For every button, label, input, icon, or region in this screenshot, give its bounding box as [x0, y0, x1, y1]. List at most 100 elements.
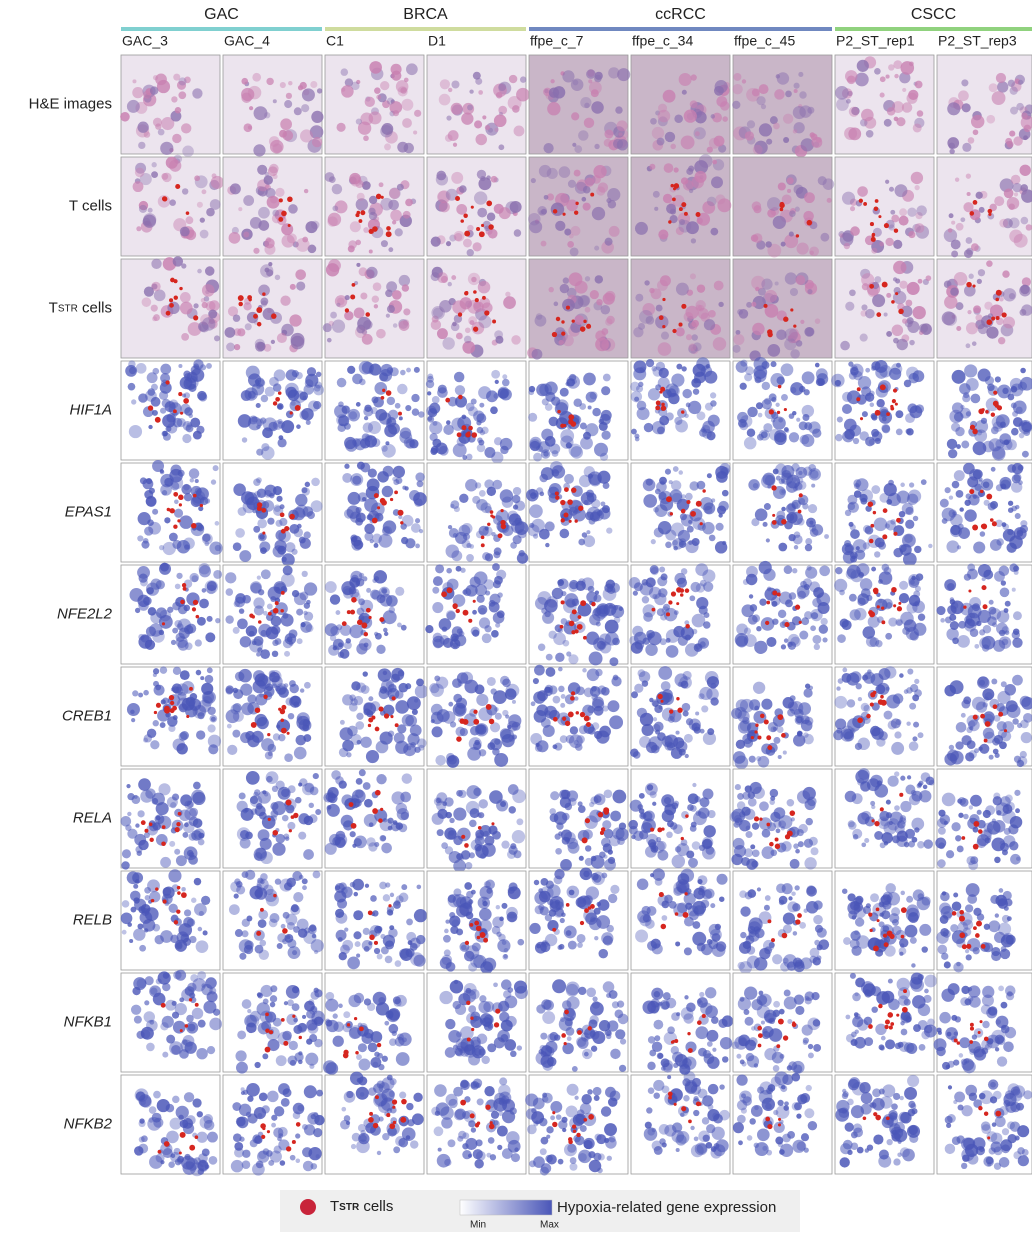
- tstr-spot: [355, 213, 359, 217]
- tissue-spot: [172, 134, 181, 143]
- tissue-spot: [299, 537, 306, 544]
- tissue-spot: [473, 72, 481, 80]
- tissue-spot: [950, 287, 958, 295]
- tissue-spot: [784, 565, 793, 574]
- tissue-spot: [746, 302, 752, 308]
- tissue-spot: [1004, 684, 1016, 696]
- tissue-spot: [989, 608, 1001, 620]
- tstr-spot: [966, 282, 971, 287]
- tstr-spot: [870, 524, 874, 528]
- tstr-spot: [273, 608, 279, 614]
- tissue-spot: [604, 789, 613, 798]
- tissue-spot: [880, 76, 886, 82]
- tissue-spot: [1002, 849, 1008, 855]
- tissue-spot: [642, 596, 649, 603]
- tissue-spot: [560, 429, 574, 443]
- tissue-spot: [921, 772, 931, 782]
- tissue-spot: [976, 702, 987, 713]
- tissue-spot: [381, 588, 387, 594]
- tstr-spot: [458, 395, 463, 400]
- tissue-spot: [701, 365, 713, 377]
- panel: [121, 460, 223, 562]
- tissue-spot: [665, 542, 672, 549]
- tissue-spot: [781, 394, 788, 401]
- tissue-spot: [360, 292, 367, 299]
- tstr-spot: [991, 412, 995, 416]
- tissue-spot: [888, 64, 894, 70]
- tissue-spot: [578, 805, 586, 813]
- tissue-spot: [495, 713, 502, 720]
- tissue-spot: [362, 497, 366, 501]
- tstr-spot: [169, 298, 173, 302]
- tstr-spot: [148, 405, 153, 410]
- tissue-spot: [562, 837, 570, 845]
- tissue-spot: [892, 325, 904, 337]
- tissue-spot: [411, 394, 419, 402]
- tissue-spot: [651, 567, 659, 575]
- tstr-spot: [498, 533, 503, 538]
- tissue-spot: [999, 297, 1004, 302]
- tissue-spot: [366, 588, 371, 593]
- tissue-spot: [426, 406, 437, 417]
- tissue-spot: [745, 131, 754, 140]
- tissue-spot: [913, 722, 919, 728]
- tstr-spot: [196, 615, 200, 619]
- tstr-spot: [361, 622, 367, 628]
- tstr-spot: [575, 519, 578, 522]
- tissue-spot: [451, 550, 462, 561]
- tstr-spot: [467, 431, 470, 434]
- tissue-spot: [121, 912, 133, 924]
- tissue-spot: [601, 431, 610, 440]
- tissue-spot: [976, 192, 983, 199]
- tissue-spot: [339, 780, 347, 788]
- tstr-spot: [898, 602, 901, 605]
- tissue-spot: [952, 481, 960, 489]
- tissue-spot: [203, 930, 208, 935]
- tissue-spot: [187, 918, 195, 926]
- tissue-spot: [235, 672, 245, 682]
- panel: [937, 55, 1032, 154]
- tstr-spot: [873, 691, 877, 695]
- tissue-spot: [553, 696, 561, 704]
- tissue-spot: [783, 137, 789, 143]
- tissue-spot: [338, 651, 344, 657]
- tissue-spot: [651, 288, 662, 299]
- tstr-spot: [571, 421, 577, 427]
- tissue-spot: [254, 789, 260, 795]
- tstr-spot: [882, 282, 888, 288]
- tissue-spot: [580, 423, 587, 430]
- tissue-spot: [386, 422, 391, 427]
- tissue-spot: [769, 799, 775, 805]
- tissue-spot: [894, 771, 899, 776]
- tissue-spot: [145, 640, 155, 650]
- tissue-spot: [918, 614, 925, 621]
- tissue-spot: [562, 335, 573, 346]
- tstr-spot: [352, 283, 356, 287]
- tissue-spot: [609, 835, 620, 846]
- tissue-spot: [461, 945, 467, 951]
- tissue-spot: [742, 79, 746, 83]
- tissue-spot: [143, 213, 156, 226]
- tissue-spot: [568, 180, 576, 188]
- tstr-spot: [870, 222, 874, 226]
- tissue-spot: [198, 393, 207, 402]
- tstr-spot: [892, 399, 896, 403]
- tissue-spot: [272, 651, 278, 657]
- tstr-spot: [193, 600, 198, 605]
- tissue-spot: [479, 749, 486, 756]
- tissue-spot: [657, 576, 667, 586]
- panel: [121, 666, 221, 766]
- tissue-spot: [202, 696, 213, 707]
- tissue-spot: [332, 320, 345, 333]
- tissue-spot: [336, 912, 348, 924]
- tissue-spot: [560, 529, 570, 539]
- tstr-spot: [657, 694, 662, 699]
- tstr-spot: [473, 327, 478, 332]
- tstr-spot: [781, 733, 786, 738]
- tissue-spot: [372, 910, 378, 916]
- tissue-spot: [696, 300, 706, 310]
- tissue-spot: [850, 529, 860, 539]
- tissue-spot: [565, 382, 569, 386]
- tissue-spot: [553, 744, 558, 749]
- tissue-spot: [765, 475, 776, 486]
